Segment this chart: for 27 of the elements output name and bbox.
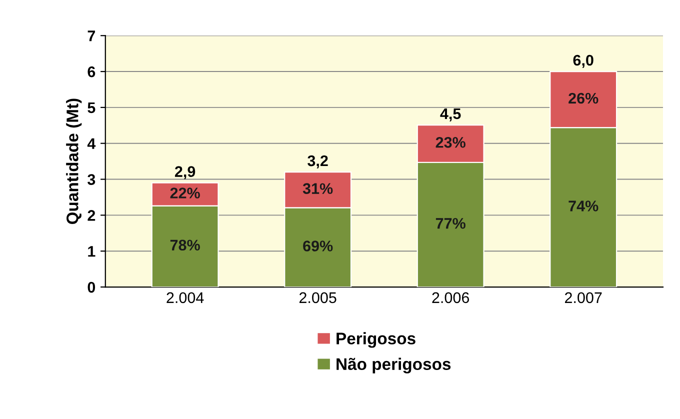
annotation: 22% [170, 188, 200, 198]
annotation: 77% [436, 218, 466, 229]
x-tick-label: 2.005 [299, 292, 336, 304]
y-tick-label: 6 [88, 66, 96, 78]
y-tick-label: 5 [88, 102, 96, 114]
x-tick-label: 2.004 [166, 292, 204, 304]
annotation: 74% [568, 200, 598, 212]
legend-label: Perigosos [336, 332, 416, 348]
total-label: 6,0 [573, 54, 594, 68]
x-tick-label: 2.007 [565, 292, 602, 304]
total-label: 4,5 [440, 108, 461, 122]
y-tick-label: 7 [88, 30, 96, 42]
y-tick-label: 0 [88, 282, 96, 293]
y-tick-label: 2 [88, 210, 96, 221]
y-axis-title: Quantidade (Mt) [66, 98, 82, 224]
annotation: 69% [303, 240, 333, 252]
annotation: 26% [568, 92, 598, 104]
total-label: 2,9 [174, 166, 196, 180]
total-label: 3,2 [308, 155, 328, 168]
legend-label: Não perigosos [336, 358, 451, 374]
x-tick-label: 2.006 [432, 292, 470, 304]
y-tick-label: 1 [88, 246, 96, 257]
annotation: 31% [302, 183, 333, 194]
y-tick-label: 3 [88, 174, 96, 185]
annotation: 23% [436, 137, 466, 148]
y-tick-label: 4 [87, 138, 96, 149]
annotation: 78% [170, 240, 200, 251]
